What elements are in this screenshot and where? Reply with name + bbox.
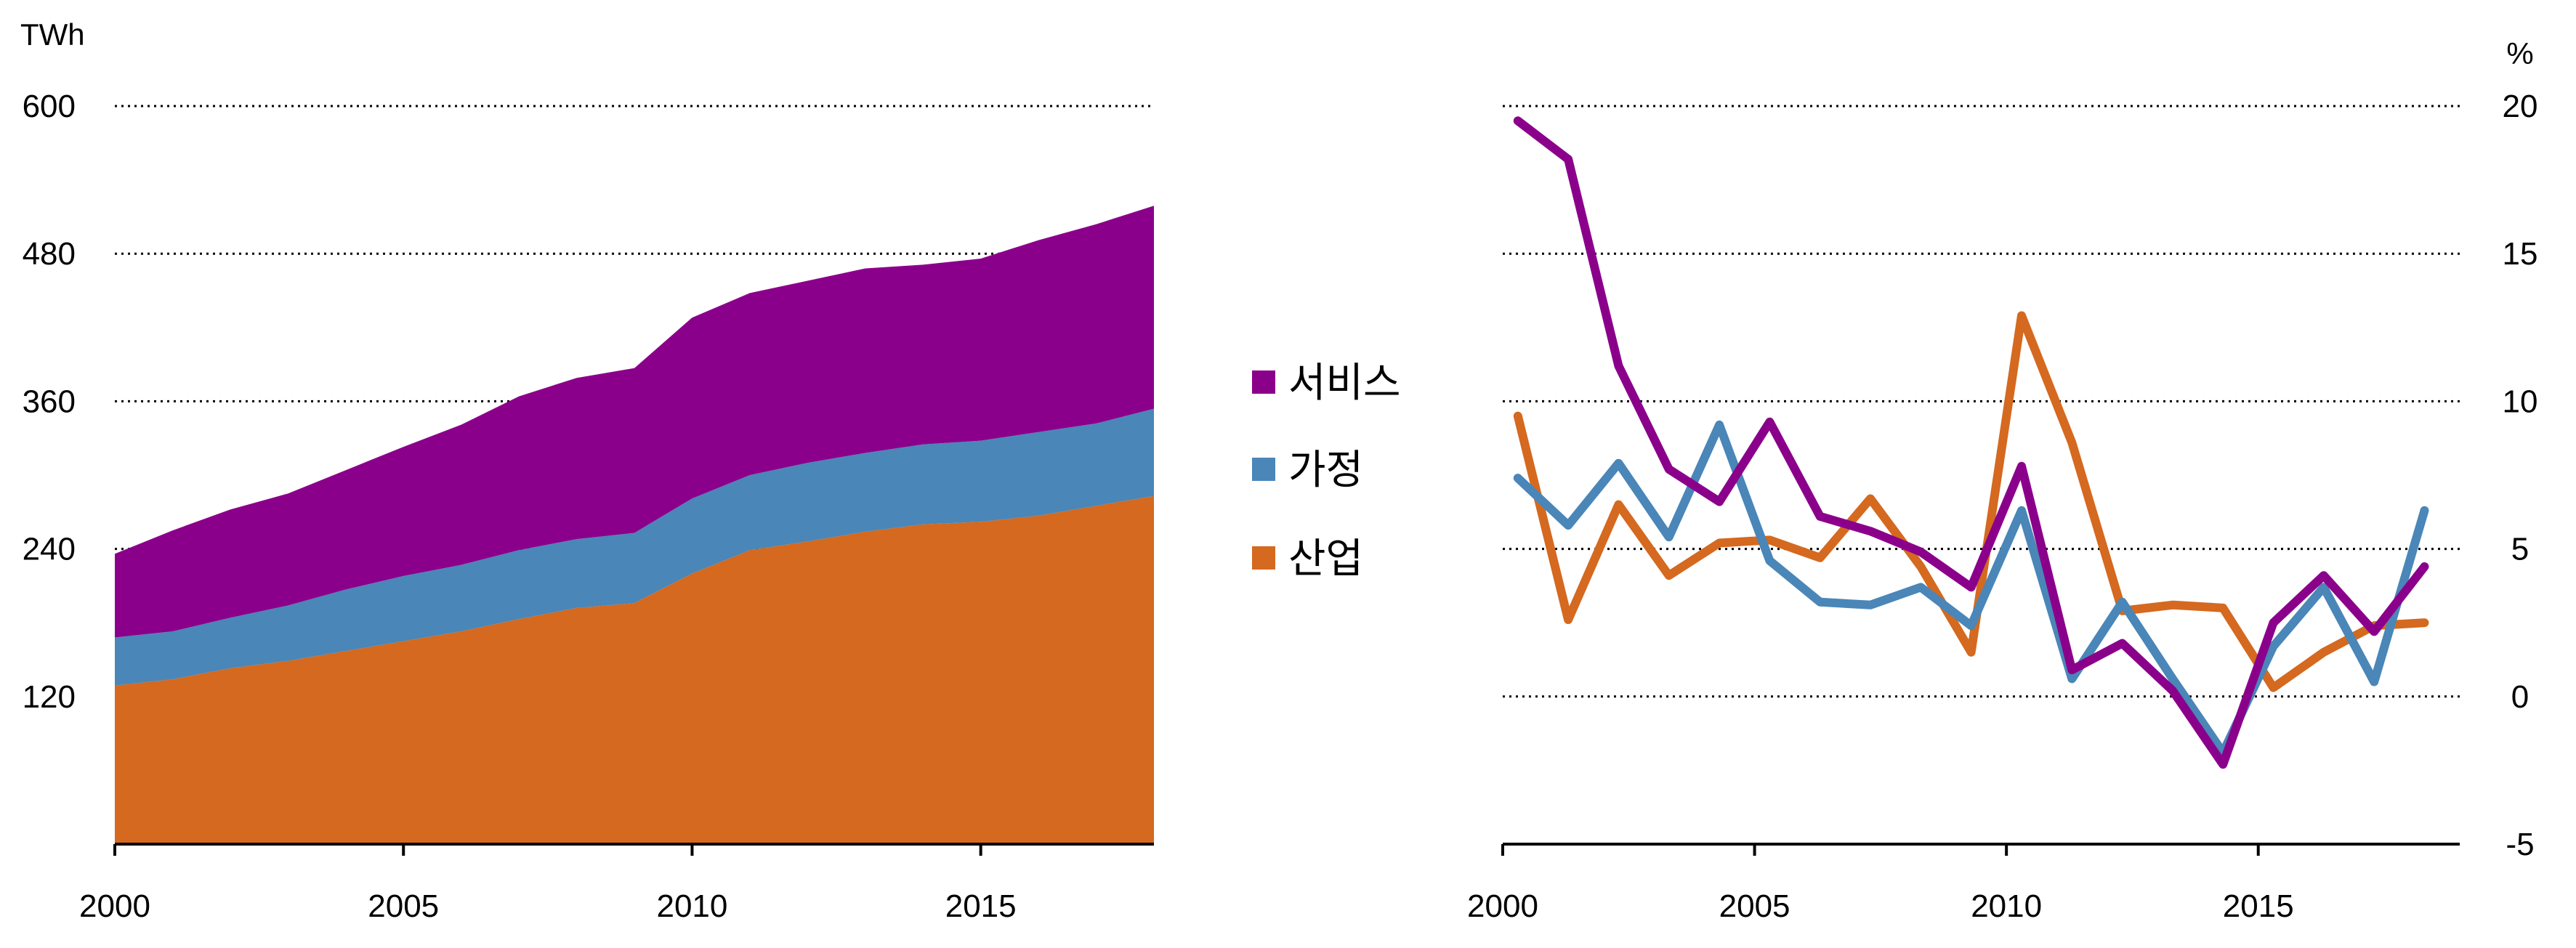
right-y-tick-label: -5 — [2506, 827, 2534, 862]
line-series-1 — [1513, 420, 2429, 757]
left-y-tick-label: 480 — [23, 236, 76, 272]
right-x-tick-label: 2015 — [2223, 888, 2294, 924]
left-y-tick-label: 360 — [23, 384, 76, 419]
right-x-tick-label: 2000 — [1467, 888, 1538, 924]
area-series-2 — [115, 206, 1154, 638]
right-y-tick-label: 0 — [2511, 679, 2529, 715]
left-x-tick-labels: 2000 2005 2010 2015 — [79, 844, 1017, 924]
legend-swatch-household — [1252, 458, 1275, 481]
left-y-tick-label: 240 — [23, 532, 76, 567]
right-y-tick-label: 5 — [2511, 532, 2529, 567]
legend-item-industry: 산업 — [1252, 535, 1363, 581]
right-line-series — [1503, 116, 2460, 846]
left-x-tick-label: 2000 — [79, 888, 150, 924]
area-series-0 — [115, 495, 1154, 844]
right-x-tick-label: 2010 — [1971, 888, 2042, 924]
legend-swatch-service — [1252, 370, 1275, 394]
right-y-tick-label: 15 — [2503, 236, 2538, 272]
legend-swatch-industry — [1252, 546, 1275, 570]
line-series-2 — [1513, 311, 2429, 692]
right-gridlines — [1503, 105, 2460, 698]
area-series-1 — [115, 408, 1154, 686]
right-y-tick-label: 10 — [2503, 384, 2538, 419]
left-x-tick-label: 2015 — [945, 888, 1017, 924]
legend-label-service: 서비스 — [1288, 360, 1401, 405]
right-y-tick-label: 20 — [2503, 89, 2538, 124]
right-y-tick-labels: -5 0 5 10 15 20 — [2503, 89, 2538, 862]
right-x-tick-label: 2005 — [1719, 888, 1790, 924]
legend-label-household: 가정 — [1288, 447, 1363, 493]
left-x-tick-label: 2010 — [656, 888, 727, 924]
legend-item-service: 서비스 — [1252, 360, 1401, 405]
legend-label-industry: 산업 — [1288, 535, 1363, 581]
growth-line-chart: % -5 0 5 10 15 20 2000 2005 2010 2015 — [1467, 36, 2537, 924]
left-y-unit-label: TWh — [20, 17, 85, 52]
legend: 서비스 가정 산업 — [1252, 360, 1401, 581]
line-series-0 — [1513, 116, 2429, 769]
right-y-unit-label: % — [2506, 36, 2533, 70]
left-area-series — [115, 206, 1154, 846]
left-y-tick-labels: 120 240 360 480 600 — [23, 89, 76, 715]
stacked-area-chart: TWh 120 240 360 480 600 2000 2005 2010 2015 — [20, 17, 1154, 924]
left-y-tick-label: 600 — [23, 89, 76, 124]
right-x-tick-labels: 2000 2005 2010 2015 — [1467, 844, 2294, 924]
left-x-tick-label: 2005 — [368, 888, 439, 924]
left-y-tick-label: 120 — [23, 679, 76, 715]
legend-item-household: 가정 — [1252, 447, 1363, 493]
